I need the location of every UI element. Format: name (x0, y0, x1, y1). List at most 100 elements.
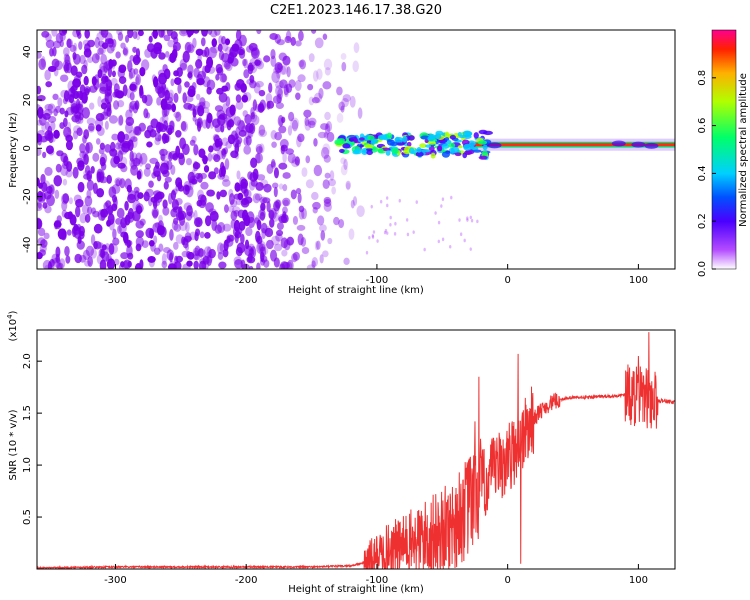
spectrogram-noise-blob (466, 216, 469, 221)
spectrogram-noise-blob (195, 48, 204, 56)
spectrogram-noise-blob (209, 210, 219, 222)
spectrogram-noise-blob (60, 152, 68, 163)
spectrogram-noise-blob (297, 74, 306, 83)
spectrogram-noise-blob (437, 220, 441, 225)
spectrogram-noise-blob (252, 193, 261, 204)
spectrogram-noise-blob (51, 257, 61, 265)
spectrogram-noise-blob (55, 253, 60, 264)
spectrogram-noise-blob (104, 32, 113, 44)
spectrogram-noise-blob (93, 223, 103, 234)
spectrogram-noise-blob (82, 134, 87, 144)
spectrogram-noise-blob (85, 245, 95, 257)
spectrogram-noise-blob (340, 164, 348, 176)
spectrogram-noise-blob (348, 228, 355, 240)
spectrogram-noise-blob (62, 117, 68, 128)
spectrogram-noise-blob (222, 103, 228, 114)
spectrogram-noise-blob (308, 117, 317, 126)
spectrogram-noise-blob (182, 50, 190, 63)
spectrogram-noise-blob (131, 136, 138, 149)
spectrogram-noise-blob (235, 94, 242, 103)
spectrogram-noise-blob (98, 248, 105, 258)
spectrogram-noise-blob (120, 164, 128, 173)
spectrogram-noise-blob (317, 215, 325, 226)
spectrogram-noise-blob (193, 253, 201, 261)
spectrogram-frame (36, 29, 676, 270)
spectrogram-noise-blob (370, 204, 373, 209)
spectrogram-noise-blob (114, 142, 121, 150)
spectrogram-noise-blob (241, 197, 249, 206)
spectrogram-noise-blob (345, 180, 351, 190)
spectrogram-noise-blob (168, 152, 173, 162)
signal-transition-blob (377, 134, 386, 141)
spectrogram-noise-blob (307, 120, 316, 129)
spectrogram-noise-blob (214, 30, 221, 36)
spectrogram-noise-blob (81, 204, 90, 215)
spectrogram-noise-blob (201, 106, 210, 114)
spectrogram-noise-blob (37, 51, 42, 59)
spectrogram-noise-blob (466, 218, 469, 222)
spectrogram-noise-blob (104, 75, 109, 83)
snr-y-ticks: 0.5 1.0 1.5 2.0 (22, 353, 42, 525)
spectrogram-noise-blob (290, 189, 297, 200)
spectrogram-noise-blob (37, 202, 43, 212)
spectrogram-noise-blob (185, 221, 190, 233)
spectrogram-noise-blob (277, 115, 284, 127)
spectrogram-noise-blob (204, 215, 212, 227)
spectrogram-noise-blob (86, 117, 96, 126)
spectrogram-noise-blob (169, 229, 174, 241)
spectrogram-noise-blob (153, 42, 163, 52)
spectrogram-noise-blob (100, 209, 106, 221)
spectrogram-noise-blob (254, 103, 261, 113)
spectrogram-noise-blob (79, 213, 87, 224)
spectrogram-noise-blob (117, 32, 124, 42)
spectrogram-noise-blob (48, 148, 55, 156)
spectrogram-noise-blob (372, 230, 376, 234)
spectrogram-noise-blob (100, 162, 107, 171)
spectrogram-noise-blob (151, 207, 160, 218)
spectrogram-noise-blob (157, 225, 162, 236)
spectrogram-noise-blob (55, 105, 61, 114)
spectrogram-noise-blob (259, 258, 266, 266)
spectrogram-noise-blob (187, 103, 196, 111)
spectrogram-noise-blob (71, 87, 76, 99)
spectrogram-noise-blob (103, 61, 109, 73)
spectrogram-noise-blob (222, 248, 229, 258)
spectrogram-noise-blob (187, 251, 195, 260)
snr-y-tick-label: 1.0 (22, 457, 33, 473)
spectrogram-noise-blob (157, 134, 162, 142)
spectrogram-noise-blob (87, 206, 93, 215)
spectrogram-noise-blob (101, 98, 110, 105)
spectrogram-noise-blob (47, 125, 53, 137)
spectrogram-noise-blob (38, 113, 47, 126)
spectrogram-noise-blob (216, 87, 224, 95)
spectrogram-noise-blob (117, 137, 125, 149)
spectrogram-noise-blob (79, 143, 86, 154)
snr-y-label: SNR (10 * v/v) (8, 409, 19, 480)
spectrogram-noise-blob (463, 238, 466, 243)
spectrogram-noise-blob (62, 193, 70, 204)
spectrogram-noise-blob (72, 78, 82, 88)
signal-transition-blob (437, 145, 443, 152)
spectrogram-noise-blob (323, 131, 329, 139)
signal-transition-blob (420, 135, 430, 140)
spectrogram-noise-blob (42, 180, 51, 191)
spectrogram-noise-blob (175, 184, 181, 192)
spectrogram-noise-blob (109, 148, 118, 157)
spectrogram-noise-blob (199, 258, 207, 265)
spectrogram-noise-blob (273, 167, 279, 179)
spectrogram-noise-blob (291, 156, 300, 165)
spectrogram-noise-blob (55, 163, 62, 173)
spectrogram-noise-blob (180, 120, 187, 132)
signal-transition-blob (435, 130, 444, 136)
spectrogram-noise-blob (83, 153, 89, 166)
spectrogram-noise-blob (228, 51, 237, 59)
signal-transition-blob (371, 138, 378, 144)
signal-transition-blob (334, 139, 344, 146)
signal-transition-blob (408, 147, 415, 154)
spectrogram-noise-blob (271, 159, 276, 168)
spectrogram-noise-blob (104, 38, 114, 45)
spectrogram-noise-blob (295, 92, 301, 100)
spectrogram-noise-blob (234, 82, 242, 91)
spectrogram-noise-blob (127, 260, 132, 268)
spectrogram-noise-blob (193, 260, 199, 269)
